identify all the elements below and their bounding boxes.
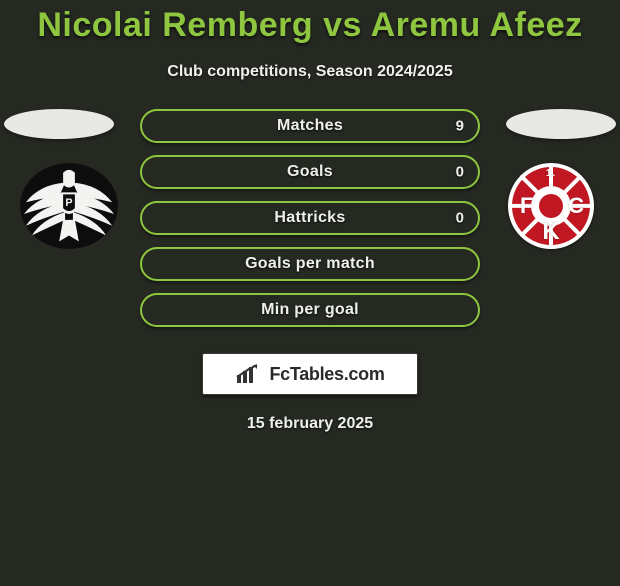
svg-text:P: P bbox=[65, 197, 72, 209]
fck-badge-icon: 1. F C K bbox=[508, 163, 594, 249]
fck-text-f: F bbox=[520, 193, 533, 219]
comparison-arena: P 1. F C K Matches9Goals0Hattricks0Goals… bbox=[0, 109, 620, 339]
brand-text: FcTables.com bbox=[269, 364, 384, 385]
comparison-subtitle: Club competitions, Season 2024/2025 bbox=[0, 63, 620, 81]
generated-date: 15 february 2025 bbox=[0, 415, 620, 433]
stat-rows-container: Matches 9 Goals 0 Hattricks 0 Goals per match M… bbox=[140, 109, 480, 339]
comparison-title: Nicolai Remberg vs Aremu Afeez bbox=[0, 6, 620, 45]
stat-row: Hattricks 0 bbox=[140, 201, 480, 235]
stat-row: Goals per match bbox=[140, 247, 480, 281]
fck-text-k: K bbox=[512, 218, 590, 246]
stat-label: Goals per match bbox=[245, 255, 375, 273]
player-right-club-badge: 1. F C K bbox=[502, 163, 600, 249]
stat-row: Matches 9 bbox=[140, 109, 480, 143]
stat-label: Goals bbox=[287, 163, 333, 181]
stat-value-right: 0 bbox=[456, 210, 464, 227]
stat-value-right: 9 bbox=[456, 118, 464, 135]
brand-box[interactable]: FcTables.com bbox=[202, 353, 418, 395]
stat-label: Min per goal bbox=[261, 301, 359, 319]
stat-row: Goals 0 bbox=[140, 155, 480, 189]
fck-text-top: 1. bbox=[512, 168, 590, 179]
fck-text-c: C bbox=[568, 193, 584, 219]
brand-chart-icon bbox=[235, 363, 263, 385]
stat-label: Matches bbox=[277, 117, 343, 135]
player-right-photo-placeholder bbox=[506, 109, 616, 139]
player-left-club-badge: P bbox=[20, 163, 118, 249]
stat-row: Min per goal bbox=[140, 293, 480, 327]
player-left-photo-placeholder bbox=[4, 109, 114, 139]
stat-value-right: 0 bbox=[456, 164, 464, 181]
stat-label: Hattricks bbox=[274, 209, 345, 227]
preussen-eagle-icon: P bbox=[20, 163, 118, 249]
